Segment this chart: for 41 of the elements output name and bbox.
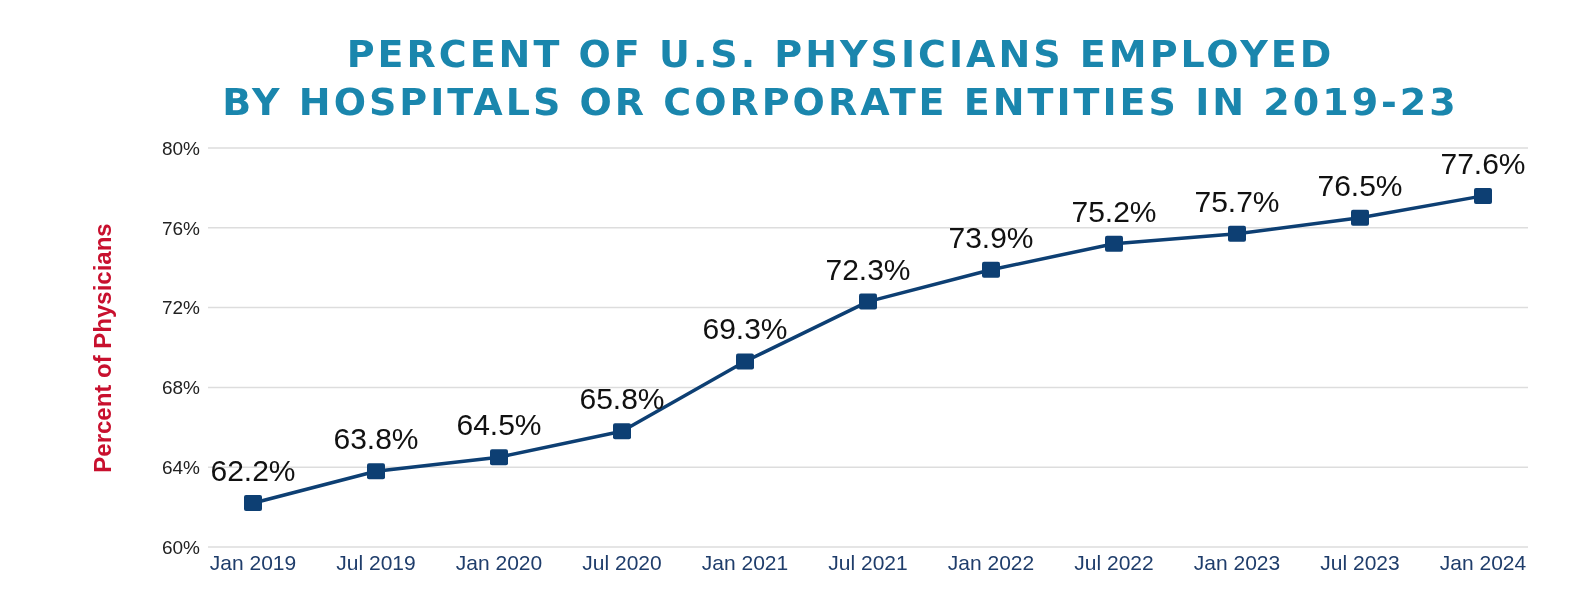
y-tick-label: 72% bbox=[161, 297, 201, 319]
y-tick-label: 60% bbox=[161, 536, 201, 558]
point bbox=[244, 495, 262, 512]
x-tick-label: Jul 2020 bbox=[582, 550, 662, 574]
y-axis-title: Percent of Physicians bbox=[89, 223, 117, 473]
data-label: 63.8% bbox=[333, 422, 419, 456]
point bbox=[859, 293, 877, 310]
y-tick-label: 76% bbox=[161, 217, 201, 239]
y-tick-label: 64% bbox=[161, 456, 201, 478]
data-label: 75.2% bbox=[1071, 194, 1157, 228]
data-label: 75.7% bbox=[1194, 184, 1280, 218]
x-tick-label: Jan 2023 bbox=[1193, 550, 1281, 574]
point bbox=[613, 423, 631, 440]
x-tick-label: Jan 2021 bbox=[701, 550, 789, 574]
chart-title: PERCENT OF U.S. PHYSICIANS EMPLOYED BY HOSPITALS OR CORPORATE ENTITIES IN 2019-23 bbox=[221, 31, 1460, 126]
point bbox=[1474, 187, 1492, 204]
x-tick-label: Jan 2019 bbox=[209, 550, 297, 574]
data-label: 62.2% bbox=[210, 454, 296, 488]
point bbox=[736, 353, 754, 370]
point bbox=[1228, 225, 1246, 242]
point bbox=[490, 449, 508, 466]
x-tick-label: Jul 2019 bbox=[336, 550, 416, 574]
point bbox=[1351, 209, 1369, 226]
data-label: 65.8% bbox=[579, 382, 665, 416]
x-tick-label: Jan 2024 bbox=[1439, 550, 1527, 574]
point bbox=[982, 261, 1000, 278]
x-tick-label: Jul 2021 bbox=[828, 550, 908, 574]
data-label: 72.3% bbox=[825, 252, 911, 286]
x-tick-label: Jan 2022 bbox=[947, 550, 1035, 574]
y-tick-label: 68% bbox=[161, 377, 201, 399]
x-tick-label: Jan 2020 bbox=[455, 550, 543, 574]
x-tick-label: Jul 2023 bbox=[1320, 550, 1400, 574]
point bbox=[367, 463, 385, 480]
data-label: 76.5% bbox=[1317, 168, 1403, 202]
point bbox=[1105, 235, 1123, 252]
data-label: 69.3% bbox=[702, 312, 788, 346]
x-tick-label: Jul 2022 bbox=[1074, 550, 1154, 574]
y-tick-label: 80% bbox=[161, 137, 201, 159]
data-label: 73.9% bbox=[948, 220, 1034, 254]
data-label: 64.5% bbox=[456, 408, 542, 442]
data-label: 77.6% bbox=[1440, 146, 1526, 180]
